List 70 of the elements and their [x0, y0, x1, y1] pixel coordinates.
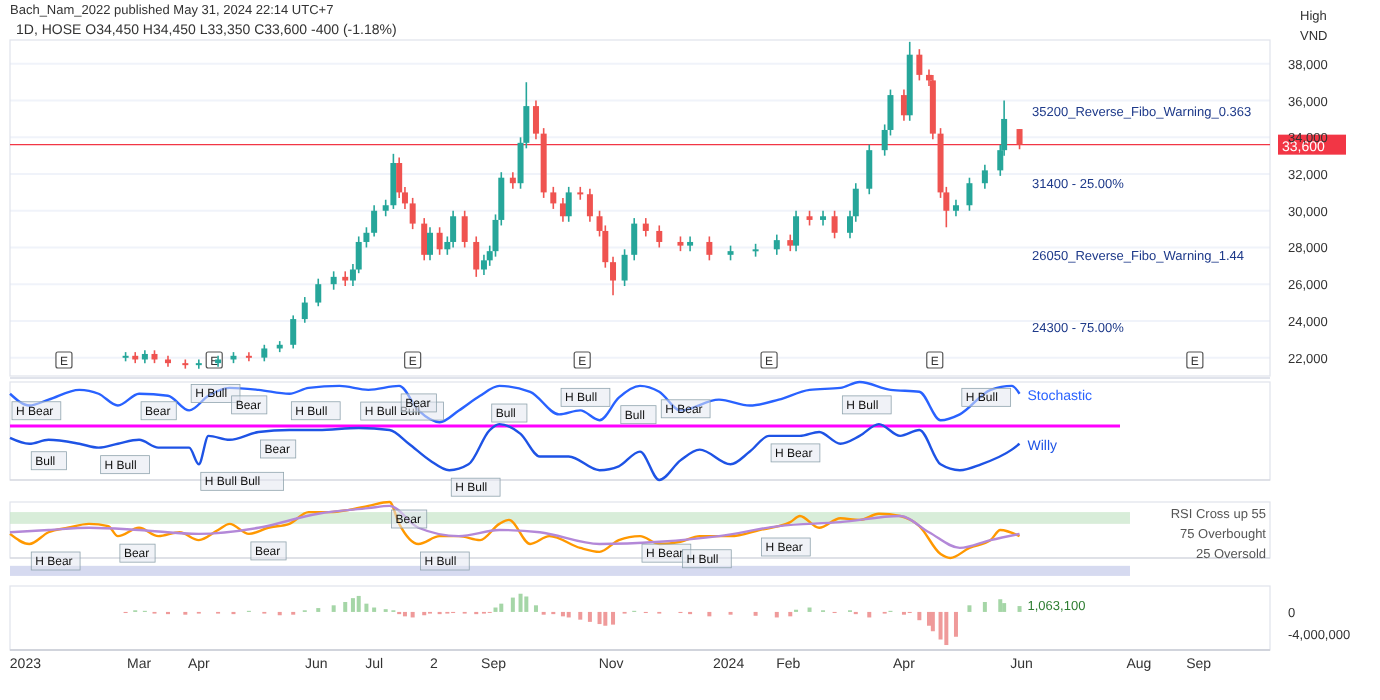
candlestick	[421, 217, 428, 262]
candlestick	[577, 186, 584, 201]
candlestick	[642, 217, 649, 238]
bar	[510, 597, 515, 612]
candlestick	[773, 233, 780, 256]
bar	[611, 611, 616, 625]
candlestick	[390, 153, 397, 210]
bar	[603, 611, 608, 626]
candlestick	[706, 235, 713, 262]
candlestick	[315, 277, 322, 308]
bar	[953, 611, 958, 637]
candlestick	[831, 209, 838, 240]
bar	[938, 611, 943, 640]
bar	[917, 611, 922, 621]
candlestick	[450, 209, 457, 249]
candlestick	[900, 88, 907, 122]
candlestick	[866, 143, 873, 196]
candlestick	[687, 235, 694, 252]
bar	[926, 611, 931, 626]
bar	[499, 603, 504, 612]
bar	[356, 595, 361, 612]
bar	[944, 611, 949, 646]
candlestick	[610, 255, 617, 297]
bar	[343, 602, 348, 612]
candlestick	[409, 197, 416, 230]
bar	[1017, 606, 1022, 612]
candlestick	[195, 358, 202, 370]
candlestick	[290, 314, 297, 350]
candlestick	[342, 270, 349, 287]
candlestick	[461, 209, 468, 249]
candlestick	[371, 204, 378, 238]
candlestick	[656, 224, 663, 249]
bar	[1002, 603, 1007, 612]
bar	[410, 611, 415, 618]
candlestick	[981, 164, 988, 190]
candlestick	[436, 226, 443, 256]
candlestick	[565, 186, 572, 223]
bar	[998, 599, 1003, 612]
candlestick	[532, 99, 539, 140]
candlestick	[330, 270, 337, 291]
bar	[566, 611, 571, 618]
bar	[982, 602, 987, 612]
bar	[587, 611, 592, 622]
candlestick	[427, 226, 433, 262]
candlestick	[621, 248, 628, 287]
candlestick	[793, 209, 800, 252]
bar	[518, 593, 523, 612]
bar	[967, 605, 972, 612]
candlestick	[1016, 128, 1023, 151]
candlestick	[473, 235, 480, 278]
bar	[364, 603, 369, 612]
candlestick	[509, 171, 516, 190]
candlestick	[550, 186, 557, 210]
bar	[867, 611, 872, 618]
bar	[533, 605, 538, 612]
candlestick	[916, 48, 923, 82]
candlestick	[245, 351, 252, 363]
bar	[930, 611, 935, 632]
candlestick	[631, 217, 638, 262]
bar	[578, 611, 583, 620]
bar	[331, 605, 336, 612]
candlestick	[966, 176, 973, 212]
candlestick	[301, 296, 308, 324]
candlestick	[480, 254, 487, 276]
candlestick	[559, 197, 566, 223]
bar	[524, 596, 529, 612]
bar	[350, 598, 355, 612]
bar	[597, 611, 602, 625]
candlestick	[586, 187, 593, 223]
bar	[774, 611, 779, 618]
